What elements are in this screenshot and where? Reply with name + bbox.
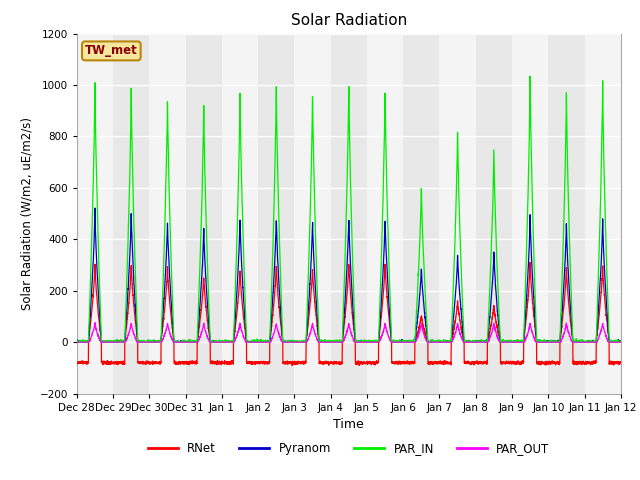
Y-axis label: Solar Radiation (W/m2, uE/m2/s): Solar Radiation (W/m2, uE/m2/s): [21, 117, 34, 310]
Text: TW_met: TW_met: [85, 44, 138, 58]
Bar: [222, 34, 258, 394]
Bar: [440, 34, 476, 394]
Bar: [77, 34, 113, 394]
Title: Solar Radiation: Solar Radiation: [291, 13, 407, 28]
X-axis label: Time: Time: [333, 418, 364, 431]
Bar: [367, 34, 403, 394]
Legend: RNet, Pyranom, PAR_IN, PAR_OUT: RNet, Pyranom, PAR_IN, PAR_OUT: [143, 437, 554, 460]
Bar: [584, 34, 621, 394]
Bar: [149, 34, 186, 394]
Bar: [294, 34, 331, 394]
Bar: [512, 34, 548, 394]
